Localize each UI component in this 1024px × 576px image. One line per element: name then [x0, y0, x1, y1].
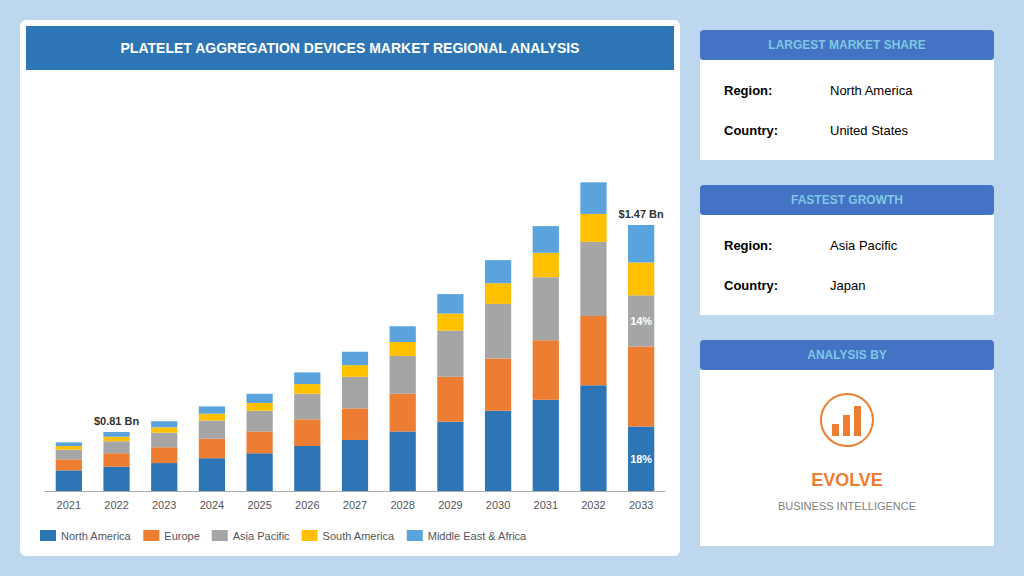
svg-text:LARGEST MARKET SHARE: LARGEST MARKET SHARE	[768, 38, 925, 52]
svg-text:EVOLVE: EVOLVE	[811, 470, 883, 490]
svg-text:Middle East & Africa: Middle East & Africa	[428, 530, 527, 542]
svg-text:2026: 2026	[295, 499, 319, 511]
svg-text:$1.47 Bn: $1.47 Bn	[619, 208, 665, 220]
svg-text:14%: 14%	[630, 315, 652, 327]
svg-text:Asia Pacific: Asia Pacific	[233, 530, 290, 542]
svg-text:North America: North America	[830, 83, 913, 98]
svg-text:Asia Pacific: Asia Pacific	[830, 238, 898, 253]
svg-text:2023: 2023	[152, 499, 176, 511]
svg-text:2028: 2028	[390, 499, 414, 511]
svg-text:FASTEST GROWTH: FASTEST GROWTH	[791, 193, 903, 207]
svg-text:BUSINESS INTELLIGENCE: BUSINESS INTELLIGENCE	[778, 500, 916, 512]
svg-text:Country:: Country:	[724, 278, 778, 293]
svg-text:2032: 2032	[581, 499, 605, 511]
svg-text:ANALYSIS BY: ANALYSIS BY	[807, 348, 887, 362]
svg-text:2022: 2022	[104, 499, 128, 511]
svg-text:2029: 2029	[438, 499, 462, 511]
svg-text:2030: 2030	[486, 499, 510, 511]
svg-text:2024: 2024	[200, 499, 224, 511]
svg-text:2027: 2027	[343, 499, 367, 511]
svg-text:Europe: Europe	[164, 530, 199, 542]
svg-text:2031: 2031	[534, 499, 558, 511]
svg-text:Region:: Region:	[724, 238, 772, 253]
svg-text:2025: 2025	[247, 499, 271, 511]
svg-text:2033: 2033	[629, 499, 653, 511]
svg-text:North America: North America	[61, 530, 132, 542]
svg-text:Region:: Region:	[724, 83, 772, 98]
svg-text:$0.81 Bn: $0.81 Bn	[94, 415, 140, 427]
svg-text:2021: 2021	[57, 499, 81, 511]
svg-text:United States: United States	[830, 123, 909, 138]
svg-text:PLATELET AGGREGATION DEVICES M: PLATELET AGGREGATION DEVICES MARKET REGI…	[121, 40, 580, 56]
svg-text:18%: 18%	[630, 453, 652, 465]
svg-text:South America: South America	[323, 530, 395, 542]
svg-text:Country:: Country:	[724, 123, 778, 138]
svg-text:Japan: Japan	[830, 278, 865, 293]
